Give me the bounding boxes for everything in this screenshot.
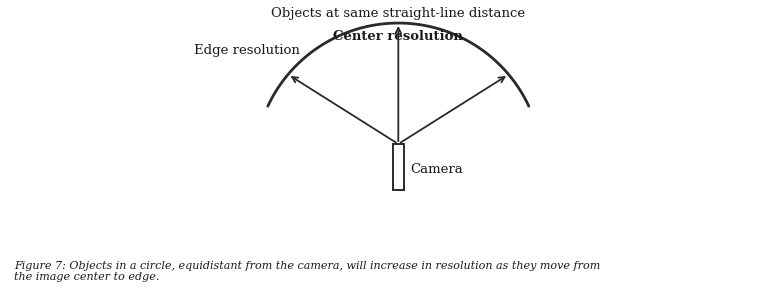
Text: Edge resolution: Edge resolution — [194, 44, 300, 57]
Text: Camera: Camera — [410, 163, 463, 177]
Text: Center resolution: Center resolution — [333, 30, 463, 43]
Text: Figure 7: Objects in a circle, equidistant from the camera, will increase in res: Figure 7: Objects in a circle, equidista… — [14, 261, 600, 282]
Text: Objects at same straight-line distance: Objects at same straight-line distance — [271, 7, 525, 20]
Bar — [393, 144, 404, 190]
